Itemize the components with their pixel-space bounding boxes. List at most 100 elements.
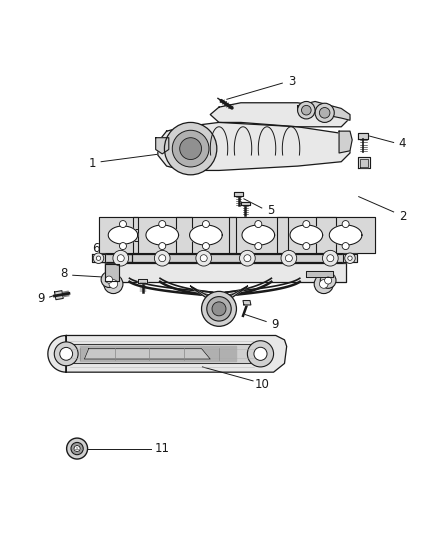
Text: 9: 9	[37, 292, 45, 305]
Circle shape	[201, 292, 237, 326]
Circle shape	[117, 255, 124, 262]
Text: 10: 10	[254, 378, 269, 391]
Circle shape	[180, 138, 201, 159]
Circle shape	[106, 276, 113, 283]
Text: 7: 7	[162, 218, 170, 231]
Polygon shape	[290, 225, 323, 245]
Circle shape	[96, 256, 101, 261]
Circle shape	[164, 123, 217, 175]
Circle shape	[255, 243, 262, 249]
Polygon shape	[210, 103, 350, 127]
Polygon shape	[106, 263, 346, 282]
Text: 8: 8	[60, 267, 68, 280]
Polygon shape	[241, 202, 250, 205]
Circle shape	[286, 255, 292, 262]
Circle shape	[120, 221, 127, 228]
Polygon shape	[155, 138, 169, 154]
Circle shape	[314, 274, 333, 294]
Text: 3: 3	[289, 75, 296, 88]
Circle shape	[196, 251, 212, 266]
Circle shape	[109, 280, 118, 288]
Polygon shape	[277, 217, 336, 253]
Text: 11: 11	[155, 442, 170, 455]
Circle shape	[104, 274, 123, 294]
Polygon shape	[339, 131, 352, 153]
Polygon shape	[133, 229, 138, 241]
Polygon shape	[343, 254, 357, 262]
Polygon shape	[242, 225, 275, 245]
Circle shape	[247, 341, 274, 367]
Text: 2: 2	[399, 210, 406, 223]
Circle shape	[319, 280, 328, 288]
Circle shape	[207, 297, 231, 321]
Circle shape	[315, 103, 334, 123]
Polygon shape	[190, 225, 222, 245]
Circle shape	[342, 221, 349, 228]
Circle shape	[74, 446, 80, 451]
Polygon shape	[114, 254, 350, 262]
Circle shape	[200, 255, 207, 262]
Polygon shape	[153, 229, 354, 241]
Polygon shape	[48, 335, 287, 372]
Circle shape	[297, 101, 315, 119]
Polygon shape	[133, 217, 192, 253]
Text: 6: 6	[92, 241, 99, 255]
Circle shape	[342, 243, 349, 249]
Text: 1: 1	[88, 157, 96, 170]
Polygon shape	[55, 290, 63, 300]
Circle shape	[303, 243, 310, 249]
Circle shape	[325, 277, 332, 284]
Text: 9: 9	[271, 318, 279, 330]
Polygon shape	[243, 301, 251, 305]
Circle shape	[301, 106, 311, 115]
Circle shape	[202, 243, 209, 249]
Circle shape	[320, 272, 336, 288]
Circle shape	[327, 255, 334, 262]
Circle shape	[71, 442, 83, 455]
Polygon shape	[85, 349, 210, 359]
Polygon shape	[80, 346, 237, 361]
Circle shape	[159, 221, 166, 228]
Polygon shape	[306, 271, 333, 277]
Polygon shape	[191, 286, 219, 304]
Circle shape	[120, 243, 127, 249]
Polygon shape	[316, 217, 375, 253]
Polygon shape	[297, 101, 350, 120]
Circle shape	[159, 243, 166, 249]
Text: 4: 4	[399, 137, 406, 150]
Circle shape	[348, 256, 352, 261]
Polygon shape	[97, 254, 132, 262]
Polygon shape	[360, 159, 368, 167]
Circle shape	[172, 130, 209, 167]
Polygon shape	[219, 286, 247, 304]
Polygon shape	[158, 123, 350, 171]
Polygon shape	[105, 264, 120, 281]
Circle shape	[345, 253, 355, 263]
Polygon shape	[92, 254, 105, 262]
Circle shape	[254, 348, 267, 360]
Polygon shape	[146, 225, 179, 245]
Text: 5: 5	[267, 204, 274, 217]
Circle shape	[54, 342, 78, 366]
Polygon shape	[99, 217, 138, 253]
Circle shape	[67, 438, 88, 459]
Polygon shape	[108, 226, 138, 244]
Polygon shape	[229, 217, 288, 253]
Circle shape	[154, 251, 170, 266]
Circle shape	[322, 251, 338, 266]
Circle shape	[212, 302, 226, 316]
Circle shape	[93, 253, 104, 263]
Polygon shape	[329, 225, 362, 245]
Circle shape	[240, 251, 255, 266]
Polygon shape	[138, 279, 147, 283]
Polygon shape	[176, 217, 236, 253]
Circle shape	[303, 221, 310, 228]
Circle shape	[255, 221, 262, 228]
Circle shape	[202, 221, 209, 228]
Polygon shape	[234, 192, 243, 196]
Circle shape	[159, 255, 166, 262]
Circle shape	[113, 251, 129, 266]
Polygon shape	[358, 157, 370, 168]
Polygon shape	[358, 133, 368, 139]
Circle shape	[101, 272, 117, 287]
